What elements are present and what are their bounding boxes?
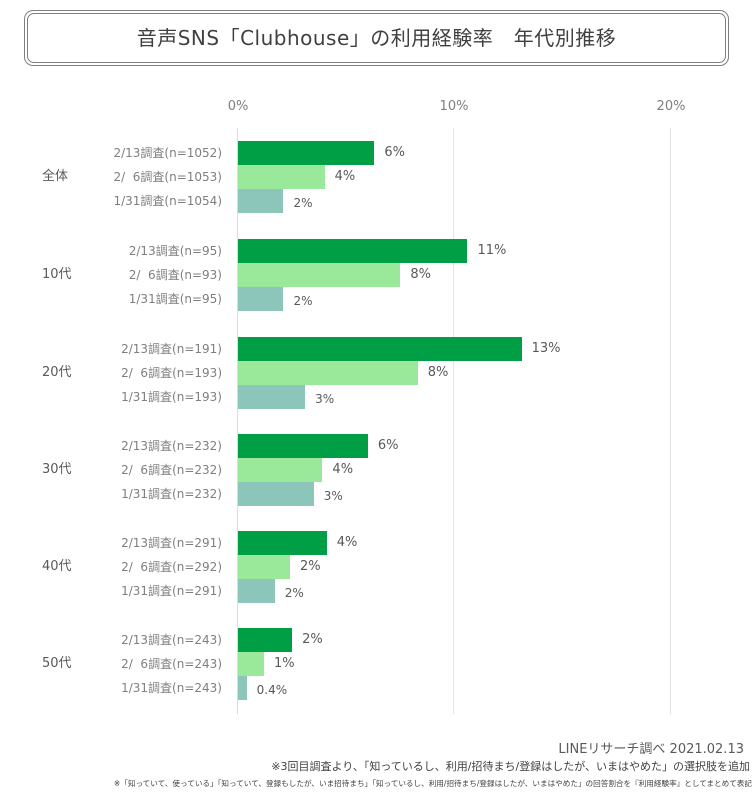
series-label: 2/13調査(n=243) <box>121 633 222 647</box>
title-box: 音声SNS「Clubhouse」の利用経験率 年代別推移 <box>24 10 729 66</box>
bar <box>238 676 247 700</box>
gridline-0 <box>237 128 238 714</box>
bar <box>238 165 325 189</box>
series-label: 2/13調査(n=1052) <box>113 146 222 160</box>
series-label: 1/31調査(n=95) <box>128 292 222 306</box>
value-label: 1% <box>273 656 295 671</box>
bar <box>238 652 264 676</box>
bar <box>238 337 522 361</box>
series-label: 1/31調査(n=291) <box>121 584 222 598</box>
bar <box>238 263 401 287</box>
gridline-10 <box>453 128 454 714</box>
bar <box>238 141 375 165</box>
value-label: 11% <box>477 243 507 258</box>
value-label: 3% <box>315 392 335 406</box>
bar <box>238 239 468 263</box>
value-label: 2% <box>293 196 313 210</box>
series-label: 2/ 6調査(n=292) <box>121 560 222 574</box>
value-label: 4% <box>334 169 356 184</box>
bar <box>238 531 327 555</box>
group-label: 30代 <box>42 462 72 477</box>
group-label: 50代 <box>42 656 72 671</box>
bar <box>238 555 290 579</box>
group-label: 10代 <box>42 267 72 282</box>
value-label: 0.4% <box>256 683 288 697</box>
series-label: 2/ 6調査(n=1053) <box>113 170 222 184</box>
value-label: 13% <box>531 341 561 356</box>
source-credit: LINEリサーチ調べ 2021.02.13 <box>558 742 744 757</box>
bar <box>238 189 284 213</box>
bar <box>238 361 418 385</box>
bar <box>238 287 284 311</box>
series-label: 2/13調査(n=232) <box>121 439 222 453</box>
value-label: 2% <box>284 586 304 600</box>
value-label: 6% <box>384 145 406 160</box>
series-label: 2/13調査(n=291) <box>121 536 222 550</box>
series-label: 1/31調査(n=1054) <box>113 194 222 208</box>
chart-title: 音声SNS「Clubhouse」の利用経験率 年代別推移 <box>136 26 617 50</box>
series-label: 2/ 6調査(n=93) <box>128 268 222 282</box>
value-label: 2% <box>293 294 313 308</box>
value-label: 2% <box>302 632 323 647</box>
value-label: 3% <box>323 489 343 503</box>
group-label: 40代 <box>42 559 72 574</box>
bar <box>238 458 323 482</box>
bar <box>238 482 314 506</box>
value-label: 6% <box>377 438 399 453</box>
x-tick-0: 0% <box>227 99 249 114</box>
footnote-2: ※「知っていて、使っている」「知っていて、登録もしたが、いま招待まち」「知ってい… <box>113 779 752 788</box>
bar <box>238 628 293 652</box>
x-tick-20: 20% <box>656 99 686 114</box>
series-label: 2/ 6調査(n=193) <box>121 366 222 380</box>
series-label: 1/31調査(n=243) <box>121 681 222 695</box>
series-label: 1/31調査(n=232) <box>121 487 222 501</box>
series-label: 2/ 6調査(n=243) <box>121 657 222 671</box>
x-tick-10: 10% <box>439 99 469 114</box>
series-label: 1/31調査(n=193) <box>121 390 222 404</box>
value-label: 8% <box>410 267 431 282</box>
bar <box>238 385 306 409</box>
group-label: 20代 <box>42 365 72 380</box>
footnote-1: ※3回目調査より、「知っているし、利用/招待まち/登録はしたが、いまはやめた」の… <box>271 760 750 773</box>
series-label: 2/13調査(n=95) <box>128 244 222 258</box>
value-label: 4% <box>336 535 358 550</box>
value-label: 8% <box>427 365 449 380</box>
value-label: 4% <box>332 462 354 477</box>
series-label: 2/ 6調査(n=232) <box>121 463 222 477</box>
value-label: 2% <box>299 559 321 574</box>
gridline-20 <box>670 128 671 714</box>
bar <box>238 579 275 603</box>
bar <box>238 434 368 458</box>
group-label: 全体 <box>42 169 69 184</box>
series-label: 2/13調査(n=191) <box>121 342 222 356</box>
